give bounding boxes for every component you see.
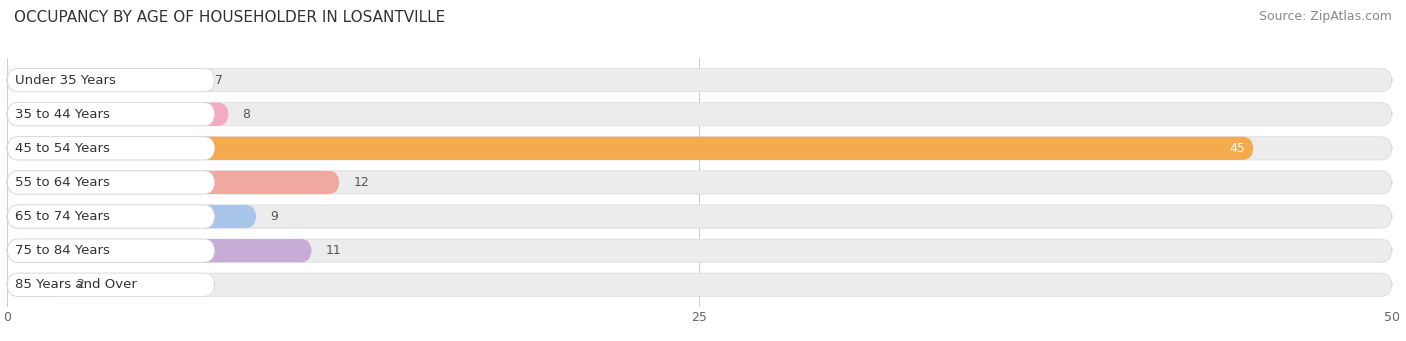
Text: 45: 45 xyxy=(1229,142,1246,155)
Text: 2: 2 xyxy=(76,278,84,291)
FancyBboxPatch shape xyxy=(7,103,1392,126)
Text: 9: 9 xyxy=(270,210,278,223)
FancyBboxPatch shape xyxy=(7,273,215,296)
Text: 35 to 44 Years: 35 to 44 Years xyxy=(15,108,110,121)
FancyBboxPatch shape xyxy=(7,69,201,92)
FancyBboxPatch shape xyxy=(7,273,1392,296)
FancyBboxPatch shape xyxy=(7,171,339,194)
FancyBboxPatch shape xyxy=(7,239,215,262)
Text: 55 to 64 Years: 55 to 64 Years xyxy=(15,176,110,189)
Text: 12: 12 xyxy=(353,176,368,189)
FancyBboxPatch shape xyxy=(7,103,229,126)
FancyBboxPatch shape xyxy=(7,205,256,228)
FancyBboxPatch shape xyxy=(7,205,1392,228)
FancyBboxPatch shape xyxy=(7,205,215,228)
Text: 7: 7 xyxy=(215,74,222,87)
Text: 45 to 54 Years: 45 to 54 Years xyxy=(15,142,110,155)
FancyBboxPatch shape xyxy=(7,137,1254,160)
FancyBboxPatch shape xyxy=(7,69,1392,92)
FancyBboxPatch shape xyxy=(7,171,1392,194)
Text: 65 to 74 Years: 65 to 74 Years xyxy=(15,210,110,223)
FancyBboxPatch shape xyxy=(7,69,215,92)
FancyBboxPatch shape xyxy=(7,273,62,296)
Text: Under 35 Years: Under 35 Years xyxy=(15,74,117,87)
FancyBboxPatch shape xyxy=(7,137,1392,160)
Text: 75 to 84 Years: 75 to 84 Years xyxy=(15,244,110,257)
Text: Source: ZipAtlas.com: Source: ZipAtlas.com xyxy=(1258,10,1392,23)
Text: 85 Years and Over: 85 Years and Over xyxy=(15,278,138,291)
FancyBboxPatch shape xyxy=(7,239,1392,262)
FancyBboxPatch shape xyxy=(7,239,312,262)
FancyBboxPatch shape xyxy=(7,103,215,126)
Text: 11: 11 xyxy=(326,244,342,257)
FancyBboxPatch shape xyxy=(7,171,215,194)
Text: 8: 8 xyxy=(242,108,250,121)
FancyBboxPatch shape xyxy=(7,137,215,160)
Text: OCCUPANCY BY AGE OF HOUSEHOLDER IN LOSANTVILLE: OCCUPANCY BY AGE OF HOUSEHOLDER IN LOSAN… xyxy=(14,10,446,25)
